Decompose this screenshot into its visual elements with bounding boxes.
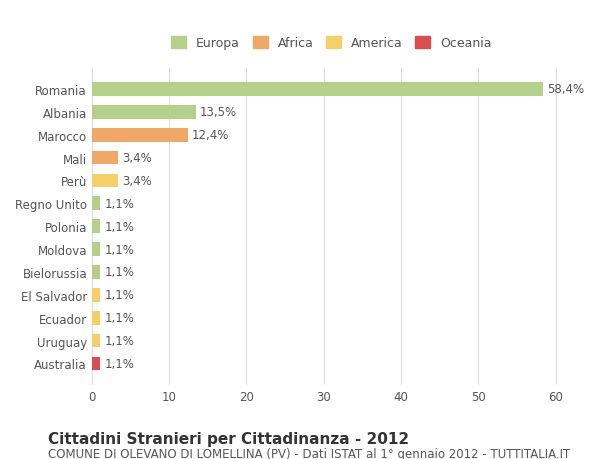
Text: Cittadini Stranieri per Cittadinanza - 2012: Cittadini Stranieri per Cittadinanza - 2…: [48, 431, 409, 447]
Bar: [92, 243, 100, 257]
Bar: [92, 357, 100, 370]
Text: 1,1%: 1,1%: [104, 266, 134, 279]
Bar: [92, 288, 100, 302]
Bar: [92, 311, 100, 325]
Text: 1,1%: 1,1%: [104, 289, 134, 302]
Text: 58,4%: 58,4%: [547, 83, 584, 96]
Bar: [92, 151, 118, 165]
Bar: [92, 106, 196, 119]
Bar: [92, 83, 543, 96]
Text: 1,1%: 1,1%: [104, 334, 134, 347]
Bar: [92, 174, 118, 188]
Bar: [92, 197, 100, 211]
Bar: [92, 265, 100, 279]
Text: 12,4%: 12,4%: [191, 129, 229, 142]
Legend: Europa, Africa, America, Oceania: Europa, Africa, America, Oceania: [167, 34, 496, 54]
Bar: [92, 220, 100, 234]
Text: 3,4%: 3,4%: [122, 174, 152, 187]
Text: 1,1%: 1,1%: [104, 220, 134, 233]
Text: 1,1%: 1,1%: [104, 243, 134, 256]
Text: 1,1%: 1,1%: [104, 312, 134, 325]
Bar: [92, 334, 100, 347]
Text: 1,1%: 1,1%: [104, 197, 134, 210]
Text: 13,5%: 13,5%: [200, 106, 237, 119]
Bar: [92, 129, 188, 142]
Text: 3,4%: 3,4%: [122, 151, 152, 165]
Text: 1,1%: 1,1%: [104, 357, 134, 370]
Text: COMUNE DI OLEVANO DI LOMELLINA (PV) - Dati ISTAT al 1° gennaio 2012 - TUTTITALIA: COMUNE DI OLEVANO DI LOMELLINA (PV) - Da…: [48, 448, 570, 459]
